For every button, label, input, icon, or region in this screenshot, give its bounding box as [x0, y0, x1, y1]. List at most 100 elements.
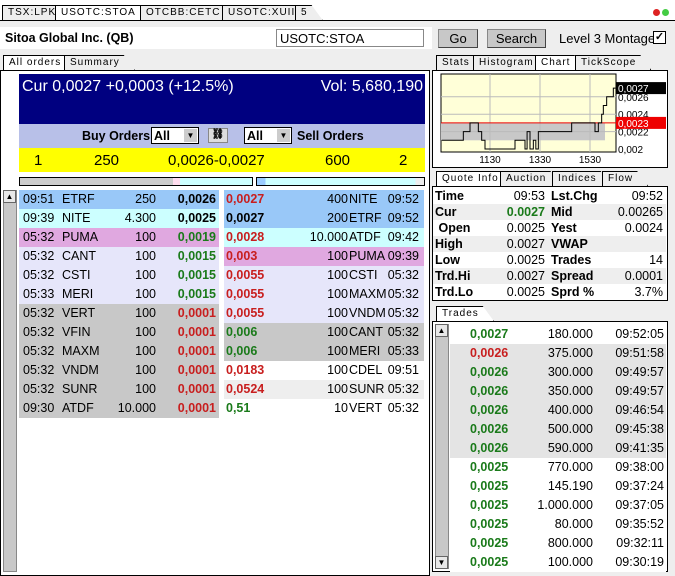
trade-row[interactable]: 0,0027 180.000 09:52:05 [450, 325, 666, 344]
order-price: 0,0055 [226, 287, 265, 301]
buy-order-row[interactable]: 09:39 NITE 4.300 0,0025 [19, 209, 219, 228]
sell-order-row[interactable]: 0,0055 100 VNDM 05:32 [224, 304, 424, 323]
trade-time: 09:52:05 [615, 327, 664, 341]
trade-row[interactable]: 0,0025 100.000 09:30:19 [450, 553, 666, 572]
trade-row[interactable]: 0,0026 375.000 09:51:58 [450, 344, 666, 363]
trade-row[interactable]: 0,0026 350.000 09:49:57 [450, 382, 666, 401]
buy-order-row[interactable]: 05:32 SUNR 100 0,0001 [19, 380, 219, 399]
market-maker: SUNR [62, 382, 98, 396]
order-price: 0,0001 [177, 401, 216, 415]
tab-symbol-5[interactable]: 5 [295, 5, 323, 20]
trade-row[interactable]: 0,0026 300.000 09:49:57 [450, 363, 666, 382]
divider [0, 20, 675, 21]
order-size: 250 [135, 192, 156, 206]
sell-order-row[interactable]: 0,51 10 VERT 05:32 [224, 399, 424, 418]
tab-tickscope[interactable]: TickScope [575, 55, 651, 70]
order-size: 100 [135, 230, 156, 244]
trade-row[interactable]: 0,0026 500.000 09:45:38 [450, 420, 666, 439]
tab-summary[interactable]: Summary [64, 55, 135, 70]
trade-size: 375.000 [547, 346, 593, 360]
tab-symbol-3[interactable]: OTCBB:CETC [140, 5, 235, 20]
trade-price: 0,0026 [470, 365, 509, 379]
order-size: 100 [327, 344, 348, 358]
sell-order-row[interactable]: 0,0524 100 SUNR 05:32 [224, 380, 424, 399]
search-button[interactable]: Search [487, 29, 546, 48]
order-time: 05:32 [387, 325, 419, 339]
order-price: 0,006 [226, 344, 258, 358]
quote-label: Time [435, 189, 464, 203]
order-time: 05:32 [23, 306, 55, 320]
order-scrollbar[interactable] [3, 190, 17, 572]
sell-order-row[interactable]: 0,006 100 CANT 05:32 [224, 323, 424, 342]
trade-price: 0,0025 [470, 479, 509, 493]
quote-value: 0.0027 [506, 237, 545, 251]
symbol-input[interactable] [276, 29, 424, 47]
buy-order-row[interactable]: 05:32 CSTI 100 0,0015 [19, 266, 219, 285]
buy-order-row[interactable]: 05:32 MAXM 100 0,0001 [19, 342, 219, 361]
sell-order-row[interactable]: 0,003 100 PUMA 09:39 [224, 247, 424, 266]
market-maker: VERT [349, 401, 383, 415]
tab-symbol-2[interactable]: USOTC:STOA [55, 5, 151, 20]
buy-pressure-bar [19, 177, 253, 186]
trade-row[interactable]: 0,0025 80.000 09:35:52 [450, 515, 666, 534]
trade-price: 0,0026 [470, 384, 509, 398]
scroll-up-icon[interactable]: ▲ [435, 324, 448, 337]
order-price: 0,0028 [226, 230, 265, 244]
sell-order-row[interactable]: 0,0027 200 ETRF 09:52 [224, 209, 424, 228]
sell-order-row[interactable]: 0,0028 10.000 ATDF 09:42 [224, 228, 424, 247]
market-maker: ATDF [349, 230, 381, 244]
buy-order-row[interactable]: 09:30 ATDF 10.000 0,0001 [19, 399, 219, 418]
trade-row[interactable]: 0,0025 800.000 09:32:11 [450, 534, 666, 553]
sell-order-row[interactable]: 0,0055 100 CSTI 05:32 [224, 266, 424, 285]
scroll-up-icon[interactable]: ▲ [3, 190, 16, 203]
chevron-down-icon: ▼ [184, 129, 197, 142]
trade-time: 09:49:57 [615, 365, 664, 379]
trade-size: 500.000 [547, 422, 593, 436]
quote-value: 0.0025 [506, 285, 545, 299]
quote-label: VWAP [551, 237, 588, 251]
order-time: 05:32 [23, 325, 55, 339]
order-time: 05:33 [23, 287, 55, 301]
order-time: 09:30 [23, 401, 55, 415]
sell-order-row[interactable]: 0,0183 100 CDEL 09:51 [224, 361, 424, 380]
buy-order-row[interactable]: 05:32 VNDM 100 0,0001 [19, 361, 219, 380]
order-size: 200 [327, 211, 348, 225]
buy-order-row[interactable]: 05:32 PUMA 100 0,0019 [19, 228, 219, 247]
buy-order-row[interactable]: 05:32 VERT 100 0,0001 [19, 304, 219, 323]
go-button[interactable]: Go [438, 29, 478, 48]
trade-row[interactable]: 0,0026 400.000 09:46:54 [450, 401, 666, 420]
trade-row[interactable]: 0,0025 1.000.000 09:37:05 [450, 496, 666, 515]
market-maker: MAXM [349, 287, 387, 301]
level3-checkbox[interactable]: ✓ [653, 31, 666, 44]
market-maker: NITE [349, 192, 378, 206]
order-price: 0,0025 [177, 211, 216, 225]
sell-order-row[interactable]: 0,0027 400 NITE 09:52 [224, 190, 424, 209]
link-icon[interactable]: ⛓ [208, 128, 228, 143]
order-price: 0,0027 [226, 211, 265, 225]
trades-scrollbar[interactable] [435, 324, 449, 569]
buy-filter-select[interactable]: All ▼ [151, 127, 199, 144]
maximize-dot-icon[interactable] [662, 9, 669, 16]
quote-row: Trd.Lo 0.0025 Sprd % 3.7% [433, 284, 666, 300]
scroll-down-icon[interactable]: ▼ [435, 556, 448, 569]
sell-filter-select[interactable]: All ▼ [244, 127, 292, 144]
intraday-chart: 1130 1330 1530 0,0026 0,0024 0,0022 0,002 0,002… [440, 73, 666, 166]
order-time: 09:52 [387, 192, 419, 206]
buy-order-row[interactable]: 05:32 CANT 100 0,0015 [19, 247, 219, 266]
trade-row[interactable]: 0,0025 770.000 09:38:00 [450, 458, 666, 477]
trade-time: 09:32:11 [616, 536, 664, 550]
order-time: 09:42 [387, 230, 419, 244]
sell-order-row[interactable]: 0,0055 100 MAXM 05:32 [224, 285, 424, 304]
buy-order-row[interactable]: 05:32 VFIN 100 0,0001 [19, 323, 219, 342]
trade-row[interactable]: 0,0026 590.000 09:41:35 [450, 439, 666, 458]
close-dot-icon[interactable] [653, 9, 660, 16]
trade-row[interactable]: 0,0025 145.190 09:37:24 [450, 477, 666, 496]
order-size: 100 [135, 287, 156, 301]
buy-order-row[interactable]: 05:33 MERI 100 0,0015 [19, 285, 219, 304]
order-size: 100 [135, 344, 156, 358]
trade-size: 145.190 [547, 479, 593, 493]
market-maker: PUMA [62, 230, 99, 244]
trade-price: 0,0026 [470, 422, 509, 436]
sell-order-row[interactable]: 0,006 100 MERI 05:33 [224, 342, 424, 361]
buy-order-row[interactable]: 09:51 ETRF 250 0,0026 [19, 190, 219, 209]
